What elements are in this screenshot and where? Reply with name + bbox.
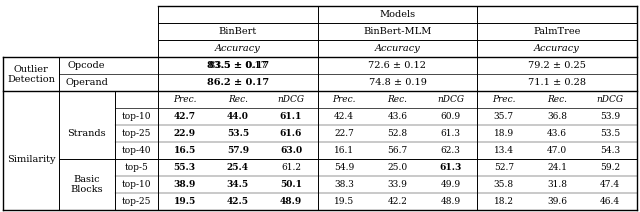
Text: 54.3: 54.3 [600, 146, 620, 155]
Text: 86.2 ± 0.17: 86.2 ± 0.17 [207, 78, 269, 87]
Text: Models: Models [380, 10, 415, 19]
Text: 59.2: 59.2 [600, 163, 620, 172]
Text: top-25: top-25 [122, 129, 151, 138]
Text: 74.8 ± 0.19: 74.8 ± 0.19 [369, 78, 426, 87]
Text: top-5: top-5 [124, 163, 148, 172]
Text: nDCG: nDCG [278, 95, 305, 104]
Text: 53.5: 53.5 [600, 129, 620, 138]
Text: BinBert-MLM: BinBert-MLM [364, 27, 431, 36]
Text: 34.5: 34.5 [227, 180, 249, 189]
Text: 48.9: 48.9 [440, 197, 461, 206]
Text: 13.4: 13.4 [494, 146, 514, 155]
Text: 60.9: 60.9 [440, 112, 461, 121]
Text: 22.7: 22.7 [334, 129, 354, 138]
Text: 61.3: 61.3 [440, 129, 461, 138]
Text: 83.5 ± 0.17: 83.5 ± 0.17 [207, 61, 269, 70]
Text: top-40: top-40 [122, 146, 151, 155]
Text: 18.2: 18.2 [494, 197, 514, 206]
Text: 83.5 ± 0.17: 83.5 ± 0.17 [209, 61, 267, 70]
Text: 35.7: 35.7 [493, 112, 514, 121]
Text: 61.1: 61.1 [280, 112, 302, 121]
Text: Accuracy: Accuracy [374, 44, 420, 53]
Text: 52.8: 52.8 [387, 129, 408, 138]
Text: 56.7: 56.7 [387, 146, 408, 155]
Text: 25.0: 25.0 [387, 163, 408, 172]
Text: 48.9: 48.9 [280, 197, 302, 206]
Text: 43.6: 43.6 [387, 112, 408, 121]
Text: 42.2: 42.2 [387, 197, 408, 206]
Text: Outlier
Detection: Outlier Detection [7, 64, 55, 84]
Text: 36.8: 36.8 [547, 112, 567, 121]
Text: 55.3: 55.3 [173, 163, 196, 172]
Text: 49.9: 49.9 [440, 180, 461, 189]
Text: top-25: top-25 [122, 197, 151, 206]
Text: Basic
Blocks: Basic Blocks [70, 175, 103, 194]
Text: 25.4: 25.4 [227, 163, 249, 172]
Text: BinBert: BinBert [219, 27, 257, 36]
Text: 16.5: 16.5 [173, 146, 196, 155]
Text: 61.6: 61.6 [280, 129, 302, 138]
Text: 38.3: 38.3 [334, 180, 354, 189]
Text: 61.3: 61.3 [440, 163, 462, 172]
Text: 47.0: 47.0 [547, 146, 567, 155]
Text: 72.6 ± 0.12: 72.6 ± 0.12 [369, 61, 426, 70]
Text: 79.2 ± 0.25: 79.2 ± 0.25 [528, 61, 586, 70]
Text: 53.9: 53.9 [600, 112, 620, 121]
Text: nDCG: nDCG [437, 95, 464, 104]
Text: Operand: Operand [65, 78, 108, 87]
Text: 44.0: 44.0 [227, 112, 249, 121]
Text: 71.1 ± 0.28: 71.1 ± 0.28 [528, 78, 586, 87]
Text: 54.9: 54.9 [334, 163, 355, 172]
Text: 47.4: 47.4 [600, 180, 620, 189]
Text: 42.7: 42.7 [173, 112, 196, 121]
Text: 42.5: 42.5 [227, 197, 249, 206]
Text: top-10: top-10 [122, 112, 151, 121]
Text: 38.9: 38.9 [173, 180, 196, 189]
Text: 43.6: 43.6 [547, 129, 567, 138]
Text: Opcode: Opcode [68, 61, 106, 70]
Text: 52.7: 52.7 [493, 163, 514, 172]
Text: 18.9: 18.9 [493, 129, 514, 138]
Text: Prec.: Prec. [173, 95, 196, 104]
Text: 61.2: 61.2 [281, 163, 301, 172]
Text: 24.1: 24.1 [547, 163, 567, 172]
Text: 22.9: 22.9 [173, 129, 196, 138]
Text: 42.4: 42.4 [334, 112, 355, 121]
Text: Prec.: Prec. [492, 95, 516, 104]
Text: 57.9: 57.9 [227, 146, 249, 155]
Text: Rec.: Rec. [228, 95, 248, 104]
Text: 62.3: 62.3 [441, 146, 461, 155]
Text: 19.5: 19.5 [334, 197, 355, 206]
Text: top-10: top-10 [122, 180, 151, 189]
Text: Similarity: Similarity [7, 155, 55, 163]
Text: 16.1: 16.1 [334, 146, 355, 155]
Text: 19.5: 19.5 [173, 197, 196, 206]
Text: 46.4: 46.4 [600, 197, 620, 206]
Text: 35.8: 35.8 [493, 180, 514, 189]
Text: Accuracy: Accuracy [215, 44, 260, 53]
Text: 33.9: 33.9 [387, 180, 408, 189]
Text: Accuracy: Accuracy [534, 44, 580, 53]
Text: 39.6: 39.6 [547, 197, 567, 206]
Text: 31.8: 31.8 [547, 180, 567, 189]
Text: nDCG: nDCG [596, 95, 624, 104]
Text: Strands: Strands [67, 129, 106, 138]
Text: Prec.: Prec. [333, 95, 356, 104]
Text: 50.1: 50.1 [280, 180, 302, 189]
Text: PalmTree: PalmTree [533, 27, 580, 36]
Text: 53.5: 53.5 [227, 129, 249, 138]
Text: 63.0: 63.0 [280, 146, 302, 155]
Text: Rec.: Rec. [387, 95, 408, 104]
Text: Rec.: Rec. [547, 95, 567, 104]
